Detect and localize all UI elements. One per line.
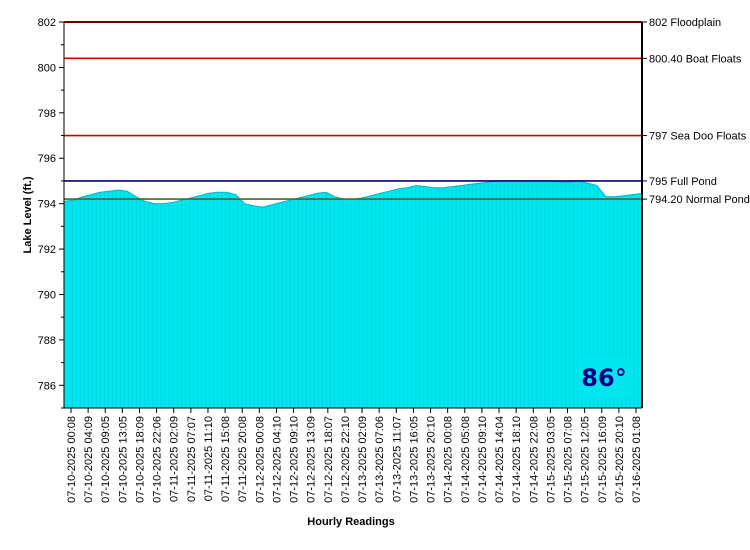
y-tick-label: 790 <box>38 289 56 301</box>
x-tick-label: 07-12-2025 04:10 <box>271 416 283 503</box>
y-ticks: 786 788 790 792 794 796 798 800 802 <box>38 17 64 409</box>
y-tick-label: 798 <box>38 108 56 120</box>
x-tick-label: 07-14-2025 05:08 <box>460 416 472 503</box>
x-tick-label: 07-13-2025 02:09 <box>357 416 369 503</box>
x-axis-title: Hourly Readings <box>307 516 394 528</box>
y-tick-label: 802 <box>38 17 56 29</box>
reference-label: 794.20 Normal Pond <box>649 194 750 206</box>
x-tick-label: 07-10-2025 04:09 <box>83 416 95 503</box>
y-tick-label: 800 <box>38 62 56 74</box>
reference-label: 802 Floodplain <box>649 17 721 29</box>
x-tick-label: 07-14-2025 22:08 <box>528 416 540 503</box>
x-tick-label: 07-14-2025 00:08 <box>443 416 455 503</box>
lake-level-area <box>64 180 642 408</box>
reference-label: 800.40 Boat Floats <box>649 53 742 65</box>
x-tick-label: 07-11-2025 11:10 <box>203 416 215 501</box>
y-tick-label: 794 <box>38 199 56 211</box>
x-tick-label: 07-15-2025 16:09 <box>597 416 609 503</box>
y-tick-label: 788 <box>38 335 56 347</box>
x-tick-label: 07-15-2025 03:05 <box>545 416 557 503</box>
x-tick-label: 07-12-2025 09:10 <box>289 416 301 503</box>
y-axis-title: Lake Level (ft.) <box>22 176 34 253</box>
x-tick-label: 07-10-2025 18:09 <box>134 416 146 503</box>
x-tick-label: 07-11-2025 15:08 <box>220 416 232 502</box>
x-tick-label: 07-10-2025 22:06 <box>152 416 164 503</box>
y-tick-label: 796 <box>38 153 56 165</box>
x-tick-label: 07-11-2025 20:08 <box>237 416 249 502</box>
temperature-badge-background <box>578 356 630 398</box>
x-tick-label: 07-12-2025 00:08 <box>254 416 266 503</box>
x-tick-label: 07-16-2025 01:08 <box>631 416 643 503</box>
x-tick-label: 07-13-2025 11:07 <box>391 416 403 502</box>
x-tick-label: 07-12-2025 13:09 <box>306 416 318 503</box>
y-tick-label: 786 <box>38 380 56 392</box>
x-tick-label: 07-11-2025 02:09 <box>169 416 181 502</box>
x-tick-label: 07-13-2025 16:05 <box>408 416 420 503</box>
x-tick-label: 07-14-2025 09:10 <box>477 416 489 503</box>
x-tick-label: 07-13-2025 07:06 <box>374 416 386 503</box>
area-layer <box>63 180 643 408</box>
x-tick-label: 07-12-2025 22:10 <box>340 416 352 503</box>
x-tick-label: 07-15-2025 20:10 <box>614 416 626 503</box>
y-tick-label: 792 <box>38 244 56 256</box>
x-tick-label: 07-12-2025 18:07 <box>323 416 335 503</box>
reference-label: 795 Full Pond <box>649 176 717 188</box>
axes <box>63 21 643 409</box>
x-tick-label: 07-10-2025 00:08 <box>66 416 78 503</box>
x-tick-label: 07-10-2025 09:05 <box>100 416 112 503</box>
x-tick-label: 07-14-2025 14:04 <box>494 416 506 503</box>
x-tick-label: 07-13-2025 20:10 <box>426 416 438 503</box>
x-tick-label: 07-10-2025 13:05 <box>117 416 129 503</box>
x-tick-label: 07-15-2025 12:05 <box>580 416 592 503</box>
reference-label: 797 Sea Doo Floats <box>649 131 747 143</box>
x-tick-label: 07-14-2025 18:10 <box>511 416 523 503</box>
x-ticks: 07-10-2025 00:08 07-10-2025 04:09 07-10-20… <box>66 408 643 503</box>
x-tick-label: 07-11-2025 07:07 <box>186 416 198 502</box>
temperature-badge: 86° <box>578 356 630 398</box>
temperature-value: 86° <box>581 364 626 392</box>
x-tick-label: 07-15-2025 07:08 <box>563 416 575 503</box>
